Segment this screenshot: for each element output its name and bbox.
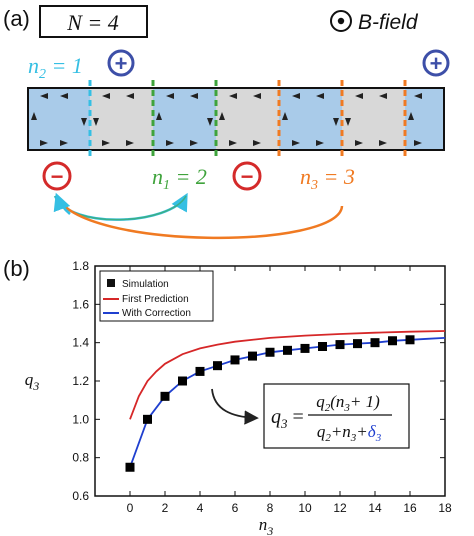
y-tick-label: 0.8	[72, 451, 89, 465]
x-tick-label: 16	[403, 501, 417, 515]
x-tick-label: 10	[298, 501, 312, 515]
x-axis: 0 2 4 6 8 10 12 14 16 18	[127, 266, 452, 515]
cell-blue	[153, 88, 216, 150]
y-tick-label: 1.6	[72, 297, 89, 311]
data-point-simulation	[248, 351, 257, 361]
y-tick-label: 1.4	[72, 336, 89, 350]
data-point-simulation	[178, 376, 187, 386]
cell-blue	[28, 88, 90, 150]
label-n3: n3 = 3	[300, 164, 355, 193]
plus-charge-symbol: +	[115, 51, 128, 76]
data-point-simulation	[300, 343, 310, 353]
minus-charge-icon	[232, 161, 262, 191]
cell-strip	[27, 80, 445, 160]
arrow-cyan	[53, 192, 188, 221]
x-tick-label: 4	[197, 501, 204, 515]
plus-charge-symbol: +	[430, 51, 443, 76]
formula-box: q3 = q2(n3+ 1) q2+n3+δ3	[263, 383, 410, 449]
n-box	[39, 5, 148, 38]
cell-blue	[279, 88, 342, 150]
panel-a: (a) N = 4 B-field	[3, 5, 450, 240]
data-point-simulation	[230, 355, 240, 365]
arrow-orange-head	[53, 192, 71, 215]
data-point-simulation	[213, 361, 222, 371]
y-tick-label: 1.0	[72, 412, 89, 426]
annotation-arrow	[211, 388, 259, 425]
panel-b-label: (b)	[3, 256, 30, 281]
label-n1: n1 = 2	[152, 164, 207, 193]
y-tick-label: 1.8	[72, 259, 89, 273]
y-tick-label: 1.2	[72, 374, 89, 388]
data-point-simulation	[370, 338, 380, 348]
data-point-simulation	[388, 336, 397, 346]
cell-strip-border	[27, 87, 445, 151]
plot-points	[125, 335, 415, 472]
label-n2: n2 = 1	[28, 53, 83, 82]
y-axis-label: q3	[25, 370, 40, 393]
formula-denominator: q2+n3+δ3	[317, 422, 382, 444]
b-field-dot-center	[337, 17, 345, 25]
x-tick-label: 0	[127, 501, 134, 515]
cell-gray	[216, 88, 279, 150]
formula-numerator: q2(n3+ 1)	[316, 392, 380, 414]
legend-marker-simulation	[107, 279, 115, 287]
b-field-label: B-field	[358, 11, 419, 34]
data-point-simulation	[318, 342, 327, 351]
data-point-simulation	[160, 391, 170, 401]
legend-first-prediction: First Prediction	[122, 294, 189, 305]
plus-charge-icon	[422, 49, 450, 77]
panel-b: (b) 0.6 0.8 1.0 1.2 1.4 1.6 1.8 0 2 4 6 8 10 12 14 16 1…	[3, 256, 452, 536]
minus-charge-symbol: −	[51, 164, 64, 189]
formula-frame	[263, 383, 410, 449]
minus-charge-symbol: −	[241, 164, 254, 189]
n-box-label: N = 4	[66, 10, 119, 35]
y-tick-label: 0.6	[72, 489, 89, 503]
x-tick-label: 12	[333, 501, 347, 515]
data-point-simulation	[143, 414, 152, 424]
x-axis-label: n3	[259, 515, 274, 536]
x-tick-label: 18	[438, 501, 452, 515]
data-point-simulation	[283, 345, 292, 355]
legend: Simulation First Prediction With Correct…	[99, 270, 214, 322]
edge-arrows	[31, 93, 422, 146]
arrow-green-overlay	[54, 195, 187, 221]
data-point-simulation	[125, 462, 135, 472]
series-line-first-prediction	[129, 330, 446, 420]
cell-gray	[90, 88, 153, 150]
formula-lhs: q3 =	[271, 406, 304, 431]
legend-simulation: Simulation	[122, 279, 169, 290]
x-tick-label: 6	[232, 501, 239, 515]
x-tick-label: 8	[267, 501, 274, 515]
arrow-orange	[55, 195, 344, 240]
legend-with-correction: With Correction	[122, 308, 191, 319]
minus-charge-icon	[42, 161, 72, 191]
data-point-simulation	[265, 347, 275, 357]
cell-gray	[342, 88, 405, 150]
y-axis: 0.6 0.8 1.0 1.2 1.4 1.6 1.8	[72, 259, 445, 503]
x-tick-label: 14	[368, 501, 382, 515]
x-tick-label: 2	[162, 501, 169, 515]
data-point-simulation	[335, 340, 345, 350]
panel-a-label: (a)	[3, 6, 30, 31]
plus-charge-icon	[107, 49, 135, 77]
data-point-simulation	[195, 366, 205, 376]
data-point-simulation	[353, 339, 362, 349]
data-point-simulation	[405, 335, 415, 345]
